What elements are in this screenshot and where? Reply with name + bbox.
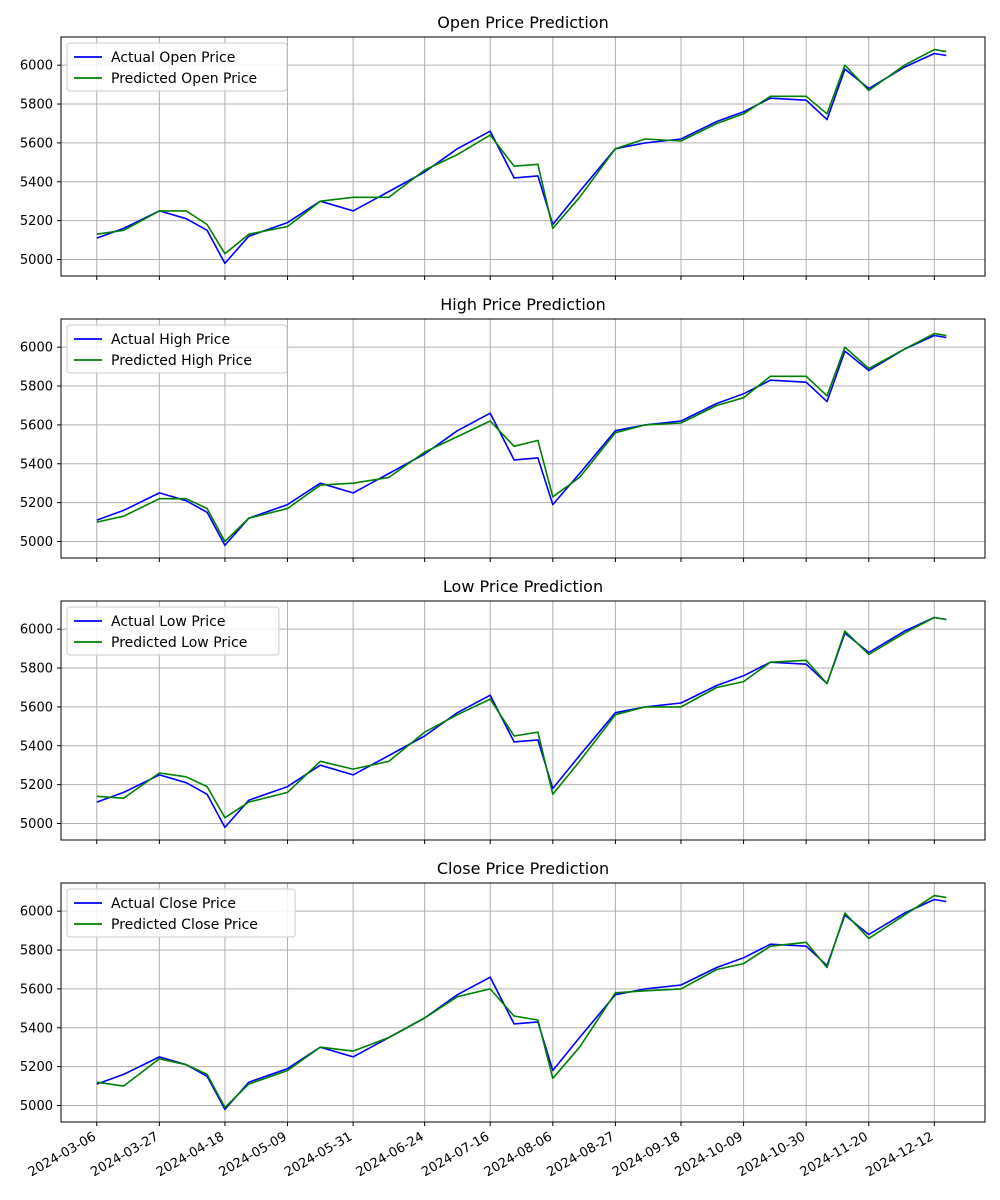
y-tick-label: 6000 (20, 59, 53, 74)
legend-box (66, 42, 288, 92)
y-tick-label: 5400 (20, 175, 53, 190)
x-tick-label: 2024-05-09 (217, 1129, 290, 1180)
legend-box (66, 888, 296, 938)
y-tick-label: 5600 (20, 700, 53, 715)
y-tick-label: 5200 (20, 778, 53, 793)
y-tick-label: 5400 (20, 739, 53, 754)
x-tick-label: 2024-04-18 (154, 1129, 227, 1180)
series-line-predicted (96, 48, 947, 255)
x-tick-label: 2024-07-16 (419, 1129, 492, 1180)
x-tick-label: 2024-05-31 (282, 1129, 355, 1180)
x-tick-label: 2024-03-27 (88, 1129, 161, 1180)
legend-label: Actual High Price (111, 332, 230, 348)
y-tick-label: 5600 (20, 136, 53, 151)
chart-title: Open Price Prediction (437, 13, 608, 32)
series-line-actual (96, 334, 947, 547)
chart-panel-3: Low Price Prediction 5000 5200 5400 5600 5800… (20, 577, 986, 844)
legend: Actual Low Price Predicted Low Price (66, 606, 280, 656)
y-tick-label: 5000 (20, 535, 53, 550)
y-tick-label: 5200 (20, 1060, 53, 1075)
y-tick-label: 5000 (20, 1099, 53, 1114)
legend-label: Predicted Close Price (111, 917, 258, 933)
y-tick-label: 5800 (20, 380, 53, 395)
legend-label: Actual Low Price (111, 614, 225, 630)
y-tick-label: 5200 (20, 496, 53, 511)
x-tick-label: 2024-08-27 (544, 1129, 617, 1180)
y-tick-label: 5800 (20, 944, 53, 959)
legend-label: Actual Close Price (111, 896, 236, 912)
y-tick-label: 5800 (20, 98, 53, 113)
legend: Actual Close Price Predicted Close Price (66, 888, 296, 938)
plot-frame (60, 36, 986, 277)
series-line-actual (96, 52, 947, 265)
chart-panel-2: High Price Prediction 5000 5200 5400 5600 580… (20, 295, 986, 562)
chart-title: Close Price Prediction (437, 859, 609, 878)
y-tick-label: 5200 (20, 214, 53, 229)
x-tick-label: 2024-03-06 (26, 1129, 99, 1180)
x-tick-label: 2024-10-09 (673, 1129, 746, 1180)
x-tick-label: 2024-11-20 (798, 1129, 871, 1180)
legend: Actual High Price Predicted High Price (66, 324, 288, 374)
x-tick-label: 2024-12-12 (863, 1129, 936, 1180)
legend-label: Actual Open Price (111, 50, 235, 66)
y-tick-label: 5000 (20, 253, 53, 268)
series-line-predicted (96, 616, 947, 819)
legend-box (66, 606, 280, 656)
series-line-predicted (96, 894, 947, 1109)
legend-label: Predicted Open Price (111, 71, 257, 87)
chart-title: High Price Prediction (440, 295, 605, 314)
x-tick-label: 2024-09-18 (610, 1129, 683, 1180)
y-tick-label: 5600 (20, 982, 53, 997)
chart-panel-4: Close Price Prediction 5000 5200 5400 5600 58… (20, 859, 986, 1180)
legend: Actual Open Price Predicted Open Price (66, 42, 288, 92)
x-tick-label: 2024-10-30 (735, 1129, 808, 1180)
y-tick-label: 5600 (20, 418, 53, 433)
chart-panel-1: Open Price Prediction 5000 5200 5400 5600 580… (20, 13, 986, 280)
series-line-predicted (96, 332, 947, 543)
plot-frame (60, 882, 986, 1123)
y-tick-label: 6000 (20, 905, 53, 920)
y-tick-label: 5400 (20, 1021, 53, 1036)
legend-box (66, 324, 288, 374)
y-tick-label: 6000 (20, 341, 53, 356)
y-tick-label: 5000 (20, 817, 53, 832)
y-tick-label: 6000 (20, 623, 53, 638)
legend-label: Predicted High Price (111, 353, 252, 369)
y-tick-label: 5800 (20, 662, 53, 677)
plot-frame (60, 318, 986, 559)
x-tick-label: 2024-08-06 (482, 1129, 555, 1180)
legend-label: Predicted Low Price (111, 635, 247, 651)
y-tick-label: 5400 (20, 457, 53, 472)
plot-frame (60, 600, 986, 841)
chart-title: Low Price Prediction (443, 577, 603, 596)
x-tick-label: 2024-06-24 (354, 1129, 427, 1180)
